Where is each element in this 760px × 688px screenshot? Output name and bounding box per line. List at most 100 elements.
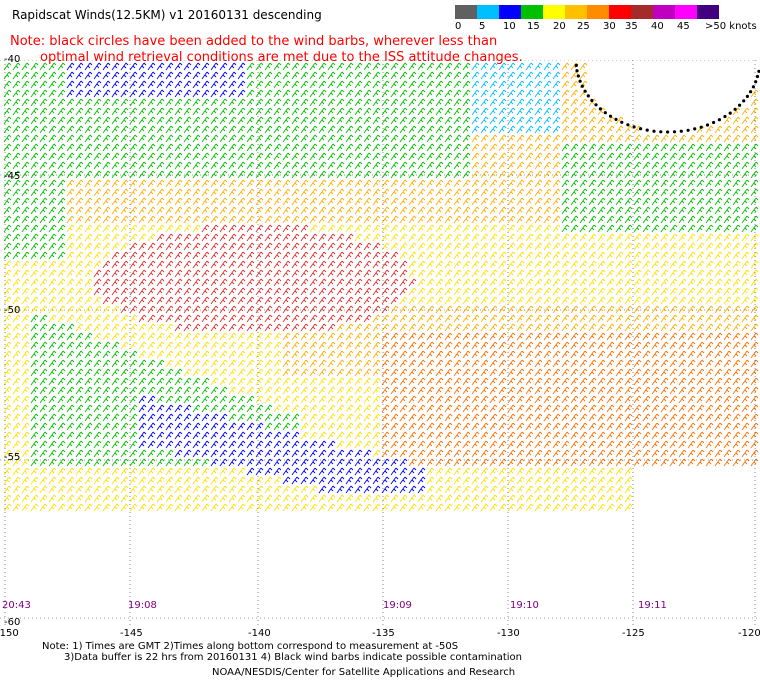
wind-barb <box>300 404 309 413</box>
wind-barb <box>462 386 471 395</box>
wind-barb <box>651 395 660 404</box>
wind-barb <box>723 359 732 368</box>
wind-barb <box>174 71 183 80</box>
wind-barb <box>156 467 165 476</box>
wind-barb <box>138 107 147 116</box>
wind-barb <box>462 449 471 458</box>
wind-barb <box>30 179 39 188</box>
wind-barb <box>444 494 453 503</box>
wind-barb <box>453 242 462 251</box>
wind-barb <box>561 125 570 134</box>
wind-barb <box>138 386 147 395</box>
wind-barb <box>426 206 435 215</box>
wind-barb <box>498 80 507 89</box>
wind-barb <box>570 152 579 161</box>
wind-barb <box>12 368 21 377</box>
wind-barb <box>453 224 462 233</box>
wind-barb <box>525 332 534 341</box>
wind-barb <box>309 485 318 494</box>
wind-barb <box>489 296 498 305</box>
wind-barb <box>183 467 192 476</box>
wind-barb <box>471 80 480 89</box>
wind-barb <box>390 449 399 458</box>
wind-barb <box>732 269 741 278</box>
wind-barb <box>48 476 57 485</box>
wind-barb <box>453 305 462 314</box>
wind-barb <box>408 98 417 107</box>
wind-barb <box>30 359 39 368</box>
wind-barb <box>651 413 660 422</box>
wind-barb <box>30 107 39 116</box>
wind-barb <box>660 377 669 386</box>
wind-barb <box>408 269 417 278</box>
wind-barb <box>219 215 228 224</box>
wind-barb <box>237 143 246 152</box>
wind-barb <box>597 296 606 305</box>
wind-barb <box>417 485 426 494</box>
wind-barb <box>435 215 444 224</box>
wind-barb <box>210 269 219 278</box>
wind-barb <box>66 215 75 224</box>
wind-barb <box>219 197 228 206</box>
wind-barb <box>102 413 111 422</box>
wind-barb <box>597 224 606 233</box>
wind-barb <box>534 305 543 314</box>
wind-barb <box>129 494 138 503</box>
wind-barb <box>309 215 318 224</box>
wind-barb <box>489 287 498 296</box>
wind-barb <box>354 386 363 395</box>
time-label: 19:11 <box>638 600 667 611</box>
wind-barb <box>228 332 237 341</box>
wind-barb <box>651 251 660 260</box>
wind-barb <box>201 422 210 431</box>
wind-barb <box>138 71 147 80</box>
wind-barb <box>687 269 696 278</box>
wind-barb <box>687 278 696 287</box>
wind-barb <box>444 269 453 278</box>
wind-barb <box>309 368 318 377</box>
wind-barb <box>444 359 453 368</box>
wind-barb <box>273 323 282 332</box>
wind-barb <box>471 206 480 215</box>
wind-barb <box>111 431 120 440</box>
wind-barb <box>606 485 615 494</box>
contamination-marker <box>717 118 722 122</box>
wind-barb <box>75 188 84 197</box>
wind-barb <box>552 287 561 296</box>
wind-barb <box>696 440 705 449</box>
wind-barb <box>228 188 237 197</box>
wind-barb <box>642 161 651 170</box>
wind-barb <box>300 422 309 431</box>
wind-barb <box>660 359 669 368</box>
wind-barb <box>372 350 381 359</box>
wind-barb <box>462 206 471 215</box>
wind-barb <box>480 332 489 341</box>
wind-barb <box>642 296 651 305</box>
wind-barb <box>579 431 588 440</box>
wind-barb <box>534 395 543 404</box>
wind-barb <box>336 449 345 458</box>
wind-barb <box>381 305 390 314</box>
wind-barb <box>723 341 732 350</box>
wind-barb <box>57 215 66 224</box>
wind-barb <box>57 386 66 395</box>
wind-barb <box>210 161 219 170</box>
wind-barb <box>579 467 588 476</box>
wind-barb <box>579 197 588 206</box>
wind-barb <box>597 197 606 206</box>
wind-barb <box>255 251 264 260</box>
wind-barb <box>372 89 381 98</box>
wind-barb <box>228 179 237 188</box>
wind-barb <box>426 449 435 458</box>
wind-barb <box>183 431 192 440</box>
wind-barb <box>489 431 498 440</box>
wind-barb <box>300 71 309 80</box>
wind-barb <box>201 215 210 224</box>
wind-barb <box>183 341 192 350</box>
wind-barb <box>3 71 12 80</box>
wind-barb <box>21 377 30 386</box>
wind-barb <box>507 188 516 197</box>
wind-barb <box>579 134 588 143</box>
wind-barb <box>579 98 588 107</box>
wind-barb <box>597 377 606 386</box>
